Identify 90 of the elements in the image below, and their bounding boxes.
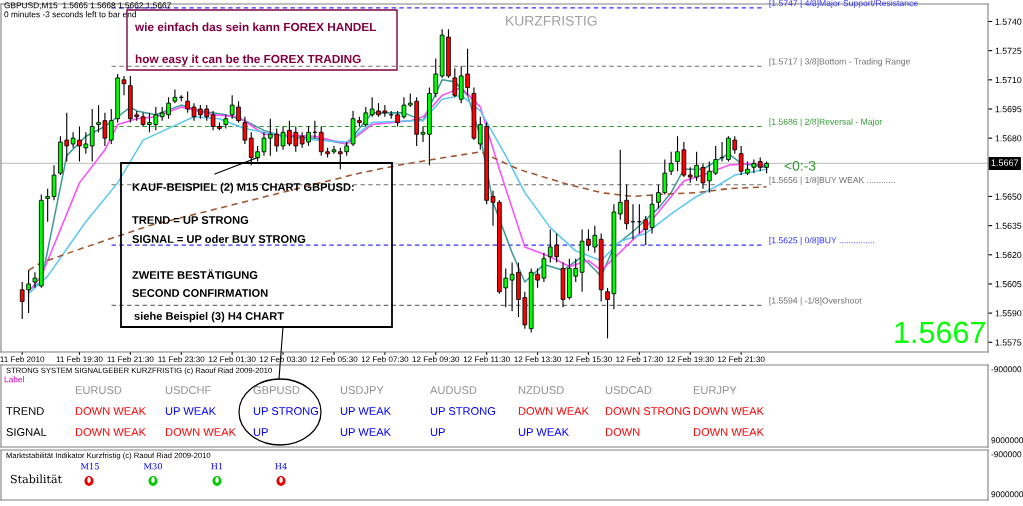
ref-line-label: [1.5594 | -1/8]Overshoot — [769, 297, 862, 306]
category-label: USDCAD — [605, 386, 652, 394]
text: Stabilität — [10, 474, 62, 484]
y-tick-label: 1.5725 — [995, 47, 1022, 54]
x-tick-label: 12 Feb 17:30 — [616, 356, 663, 363]
x-tick-label: 12 Feb 05:30 — [310, 356, 358, 363]
y-tick-label: 1.5740 — [995, 18, 1022, 25]
annotation: TREND = UP STRONG — [132, 216, 249, 224]
text: H4 — [275, 463, 287, 470]
annotation: siehe Beispiel (3) H4 CHART — [134, 311, 284, 323]
text: Label — [4, 376, 24, 383]
annotation: KAUF-BEISPIEL (2) M15 CHART GBPUSD: — [132, 182, 354, 194]
y-tick-label: 1.5575 — [995, 339, 1022, 346]
candlestick — [108, 108, 114, 145]
category-label: TREND — [6, 407, 44, 415]
category-label: AUDUSD — [430, 386, 477, 394]
x-tick-label: 12 Feb 01:30 — [209, 356, 256, 363]
x-tick-label: 11 Feb 21:30 — [107, 356, 154, 363]
y-tick-label: 1.5635 — [995, 222, 1022, 229]
text: DOWN WEAK — [75, 428, 146, 436]
text: UP STRONG — [430, 407, 496, 415]
ref-line-label: [1.5717 | 3/8]Bottom - Trading Range — [769, 58, 911, 67]
text: 9000000 — [991, 437, 1023, 444]
x-tick-label: 11 Feb 19:30 — [56, 356, 103, 363]
text: DOWN — [605, 428, 640, 436]
y-tick-label: 1.5650 — [995, 193, 1022, 200]
text: DOWN WEAK — [693, 407, 764, 415]
y-tick-label: 1.5605 — [995, 281, 1022, 288]
annotation: SIGNAL = UP oder BUY STRONG — [132, 234, 306, 243]
text: UP — [430, 428, 445, 436]
x-tick-label: 11 Feb 2010 — [0, 356, 45, 363]
annotation: 1.5667 — [895, 321, 985, 344]
candlestick — [172, 88, 178, 104]
x-tick-label: 12 Feb 09:30 — [412, 356, 460, 363]
x-tick-label: 12 Feb 13:30 — [514, 356, 561, 363]
category-label: USDCHF — [165, 386, 211, 394]
ref-line-label: 1.5667 — [991, 159, 1019, 166]
x-tick-label: 12 Feb 19:30 — [667, 356, 714, 363]
ref-line-label: [1.5656 | 1/8]BUY WEAK ............ — [769, 176, 895, 185]
text: DOWN STRONG — [605, 407, 690, 415]
y-tick-label: 1.5680 — [995, 135, 1022, 142]
candlestick — [751, 158, 757, 174]
annotation: ZWEITE BESTÄTIGUNG — [132, 269, 258, 279]
ref-line-label: [1.5686 | 2/8]Reversal - Major — [769, 118, 883, 127]
category-label: NZDUSD — [518, 386, 564, 394]
x-tick-label: 12 Feb 11:30 — [463, 356, 510, 363]
candlestick — [668, 151, 674, 176]
y-tick-label: 1.5590 — [995, 310, 1022, 317]
text: DOWN WEAK — [75, 407, 146, 415]
category-label: EURJPY — [693, 386, 737, 394]
text: UP WEAK — [340, 407, 391, 415]
annotation: <0:-3 — [784, 160, 816, 171]
x-tick-label: 11 Feb 23:30 — [158, 356, 205, 363]
text: H1 — [211, 463, 223, 470]
annotation: KURZFRISTIG — [506, 15, 597, 26]
chart-title: GBPUSD,M15 1.5665 1.5668 1.5662 1.5667 — [4, 2, 171, 10]
text: -900000 — [991, 451, 1022, 458]
text: M15 — [80, 463, 99, 470]
category-label: EURUSD — [75, 386, 122, 394]
annotation: SECOND CONFIRMATION — [132, 289, 268, 297]
text: -900000 — [991, 366, 1022, 373]
ref-line-label: [1.5747 | 4/8]Major Support/Resistance — [769, 0, 918, 8]
x-tick-label: 12 Feb 15:30 — [565, 356, 612, 363]
x-tick-label: 12 Feb 07:30 — [361, 356, 409, 363]
text: DOWN WEAK — [518, 407, 589, 415]
text: UP STRONG — [253, 407, 319, 415]
text: DOWN WEAK — [165, 428, 236, 436]
text: M30 — [143, 463, 163, 470]
candlestick — [242, 116, 248, 145]
text: UP — [253, 428, 268, 436]
text: 9000000 — [991, 491, 1023, 498]
y-tick-label: 1.5710 — [995, 76, 1022, 84]
text: UP WEAK — [165, 407, 216, 415]
candlestick — [89, 108, 95, 163]
candlestick — [452, 67, 458, 98]
y-tick-label: 1.5695 — [995, 106, 1022, 113]
text: DOWN WEAK — [693, 428, 764, 436]
category-label: USDJPY — [340, 386, 384, 394]
annotation: wie einfach das sein kann FOREX HANDEL — [134, 22, 377, 32]
category-label: SIGNAL — [6, 428, 47, 436]
annotation: how easy it can be the FOREX TRADING — [135, 54, 361, 66]
candlestick — [643, 215, 649, 246]
candlestick — [32, 271, 38, 289]
text: UP WEAK — [518, 428, 569, 436]
candlestick — [649, 193, 655, 234]
category-label: GBPUSD — [253, 386, 300, 394]
ref-line-label: [1.5625 | 0/8]BUY ............... — [769, 237, 875, 246]
x-tick-label: 12 Feb 21:30 — [718, 356, 765, 363]
text: UP WEAK — [340, 428, 391, 436]
y-tick-label: 1.5620 — [995, 251, 1022, 259]
